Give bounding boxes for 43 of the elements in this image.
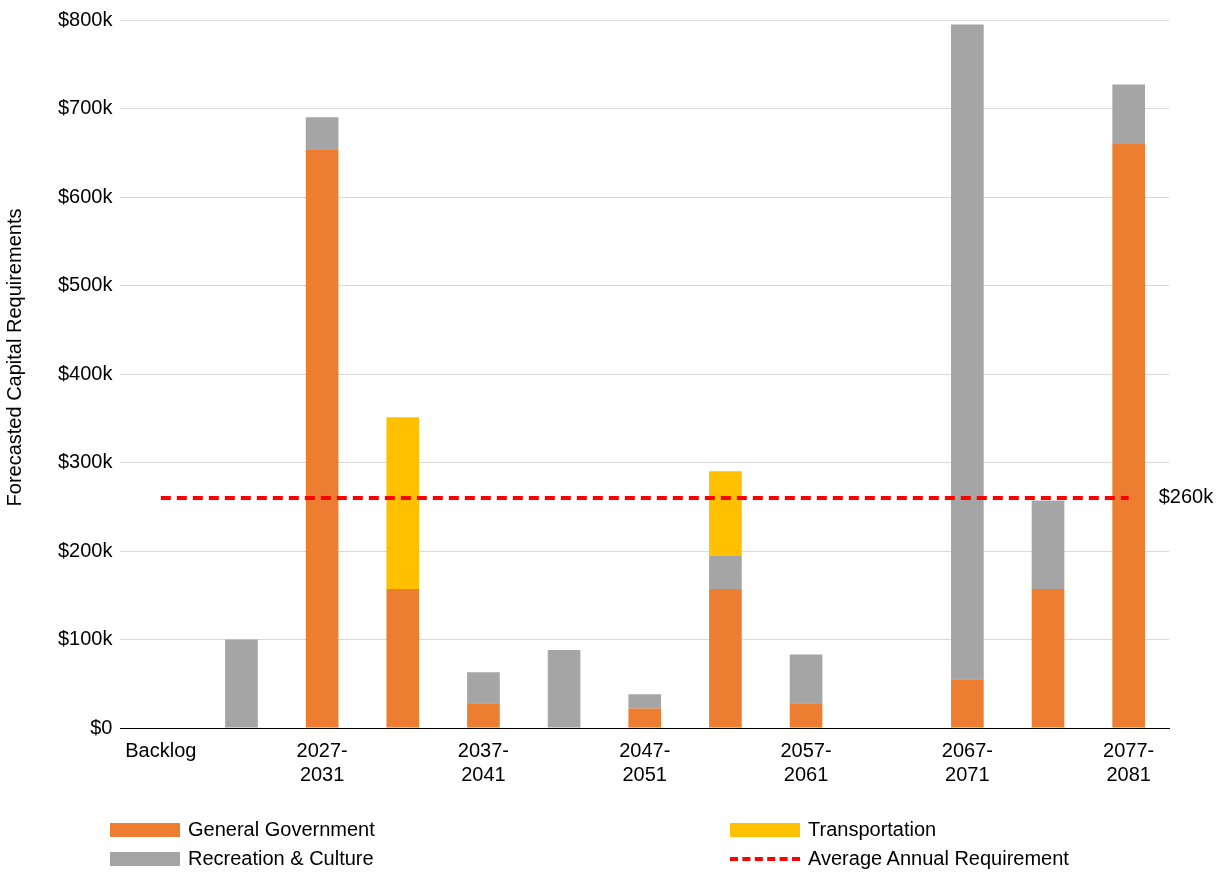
bar (1112, 84, 1146, 144)
bar (951, 24, 984, 680)
legend-label: Average Annual Requirement (808, 847, 1069, 870)
bar (386, 417, 420, 590)
annotation: $260k (1158, 485, 1215, 508)
bar (789, 654, 823, 704)
bar (1112, 143, 1146, 728)
bar (628, 708, 662, 728)
x-tick-label: 2077- 2081 (1103, 738, 1155, 785)
y-tick-label: $800k (57, 7, 114, 30)
legend-label: Transportation (808, 818, 937, 841)
bar (709, 471, 742, 556)
bar (305, 117, 339, 150)
x-tick-label: 2057- 2061 (780, 738, 832, 785)
bar (1031, 500, 1065, 590)
bar (709, 589, 742, 728)
bar (547, 650, 581, 728)
y-tick-label: $0 (90, 715, 113, 738)
y-axis-title: Forecasted Capital Requirements (3, 208, 27, 506)
x-tick-label: 2027- 2031 (296, 738, 348, 785)
legend-label: General Government (188, 818, 375, 841)
bar (305, 149, 339, 728)
y-tick-label: $500k (57, 273, 114, 296)
y-tick-label: $100k (57, 627, 114, 650)
y-tick-label: $400k (57, 361, 114, 384)
y-tick-label: $700k (57, 96, 114, 119)
x-tick-label: 2067- 2071 (941, 738, 993, 785)
x-tick-label: 2037- 2041 (457, 738, 510, 785)
bar (628, 694, 662, 709)
bar (789, 703, 823, 728)
y-tick-label: $300k (57, 450, 114, 473)
x-tick-label: 2047- 2051 (619, 738, 671, 785)
bar (467, 672, 500, 704)
bar (386, 589, 420, 728)
bar (709, 555, 742, 590)
bar (467, 703, 500, 728)
bar (225, 639, 258, 728)
y-tick-label: $200k (57, 538, 114, 561)
bar (951, 679, 984, 728)
legend-label: Recreation & Culture (188, 847, 374, 870)
bar (1031, 589, 1065, 728)
y-tick-label: $600k (57, 184, 114, 207)
x-tick-label: Backlog (125, 738, 197, 761)
